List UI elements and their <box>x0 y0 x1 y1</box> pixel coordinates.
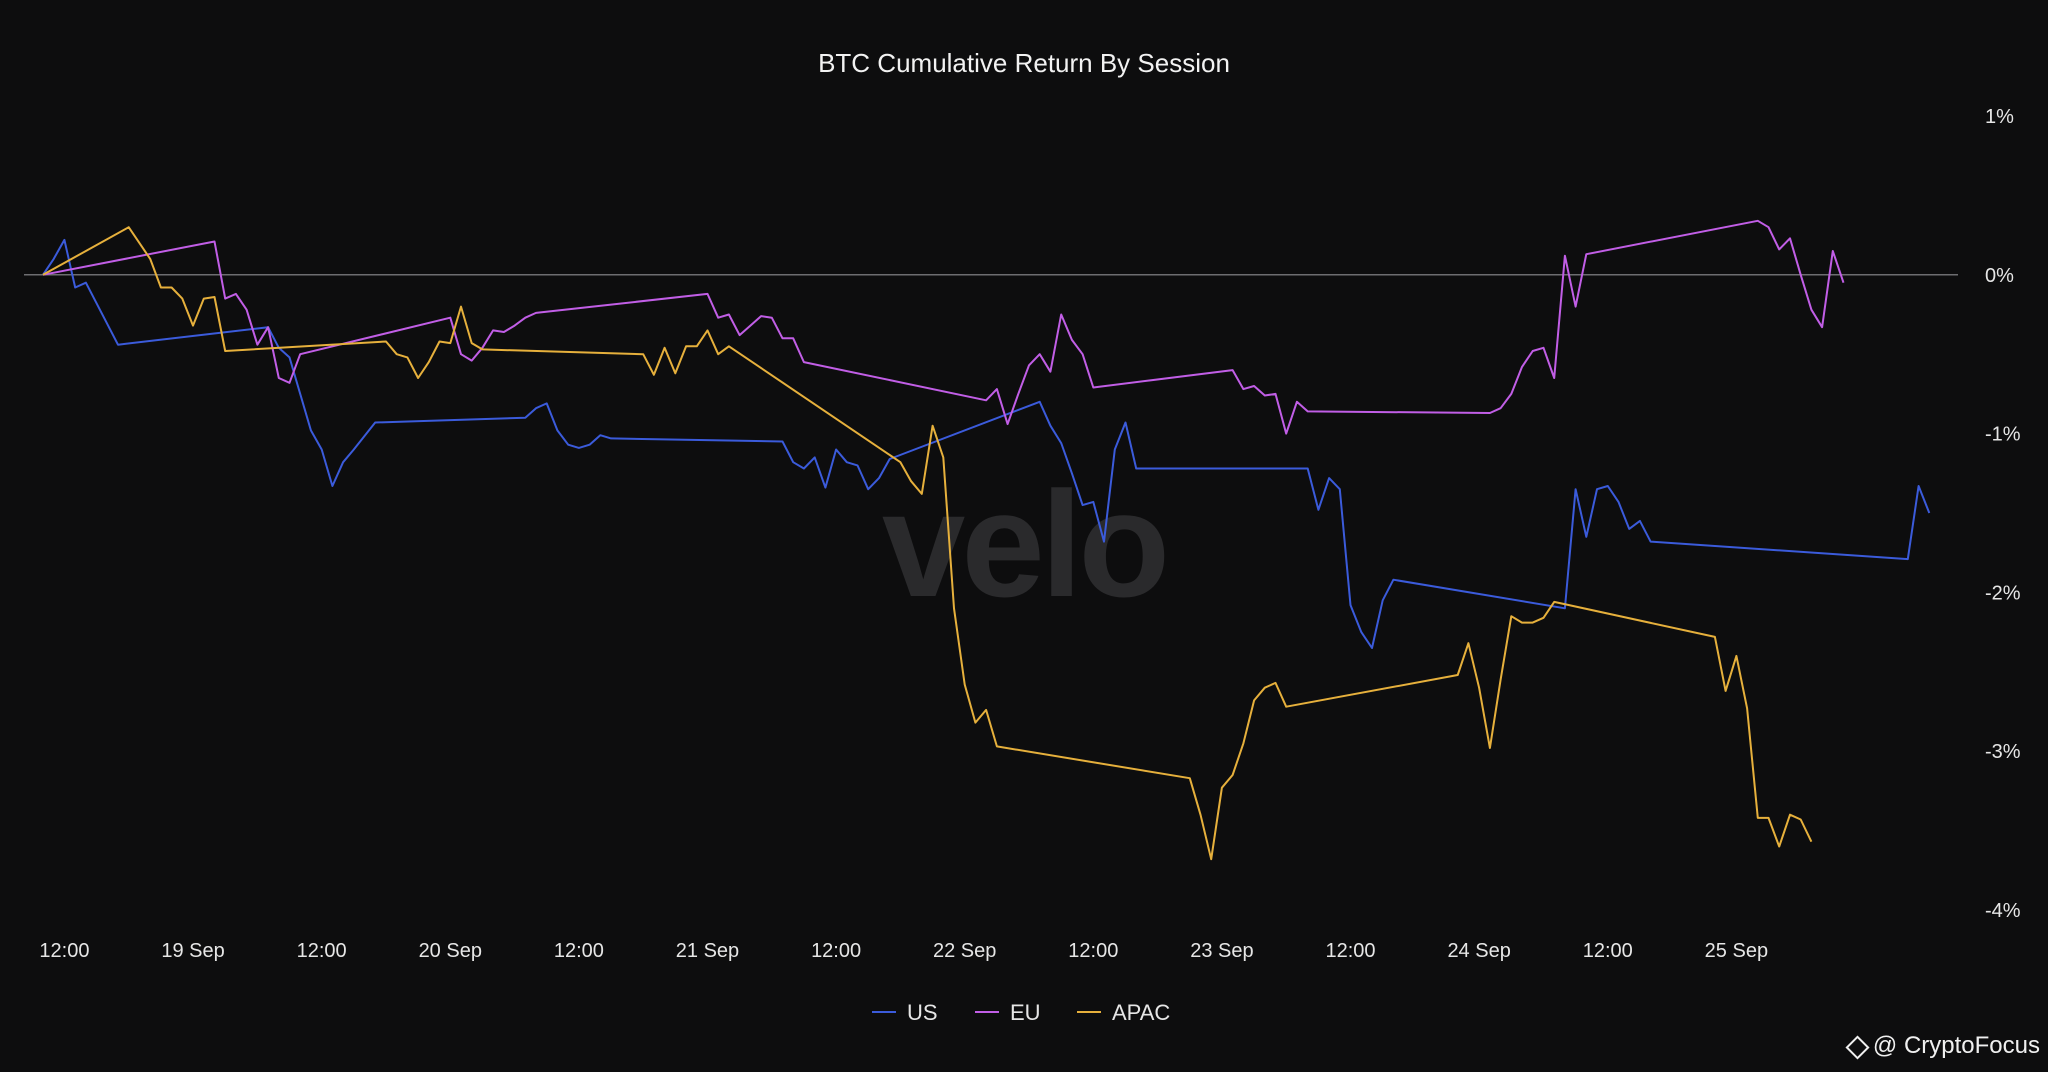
x-tick-label: 12:00 <box>1583 940 1633 962</box>
binance-diamond-icon <box>1845 1035 1867 1057</box>
y-tick-label: -2% <box>1985 582 2021 604</box>
y-tick-label: -3% <box>1985 741 2021 763</box>
series-lines <box>42 219 1931 861</box>
series-line-eu <box>42 219 1845 435</box>
x-tick-label: 12:00 <box>39 940 89 962</box>
legend: US EU APAC <box>872 1000 1170 1025</box>
x-tick-label: 12:00 <box>1326 940 1376 962</box>
x-tick-label: 23 Sep <box>1190 940 1253 962</box>
y-axis-ticks: 1% 0% -1% -2% -3% -4% <box>1985 106 2021 922</box>
series-line-apac <box>42 226 1813 861</box>
legend-item-eu[interactable]: EU <box>975 1000 1041 1025</box>
watermark: velo <box>882 460 1166 628</box>
legend-label: APAC <box>1112 1000 1170 1025</box>
credit: @ CryptoFocus <box>1845 1032 2040 1060</box>
x-tick-label: 12:00 <box>811 940 861 962</box>
legend-label: EU <box>1010 1000 1041 1025</box>
x-tick-label: 25 Sep <box>1705 940 1768 962</box>
y-tick-label: -4% <box>1985 900 2021 922</box>
legend-label: US <box>907 1000 938 1025</box>
credit-handle: @ CryptoFocus <box>1872 1032 2040 1059</box>
x-tick-label: 19 Sep <box>161 940 224 962</box>
x-tick-label: 20 Sep <box>419 940 482 962</box>
x-tick-label: 21 Sep <box>676 940 739 962</box>
legend-item-apac[interactable]: APAC <box>1077 1000 1170 1025</box>
y-tick-label: 0% <box>1985 265 2014 287</box>
x-tick-label: 22 Sep <box>933 940 996 962</box>
x-tick-label: 12:00 <box>297 940 347 962</box>
x-tick-label: 24 Sep <box>1447 940 1510 962</box>
chart-title: BTC Cumulative Return By Session <box>818 48 1230 78</box>
x-axis-ticks: 12:00 19 Sep 12:00 20 Sep 12:00 21 Sep 12:00 22… <box>39 940 1768 962</box>
legend-item-us[interactable]: US <box>872 1000 938 1025</box>
x-tick-label: 12:00 <box>554 940 604 962</box>
series-line-us <box>42 238 1931 649</box>
y-tick-label: 1% <box>1985 106 2014 128</box>
y-tick-label: -1% <box>1985 424 2021 446</box>
x-tick-label: 12:00 <box>1068 940 1118 962</box>
